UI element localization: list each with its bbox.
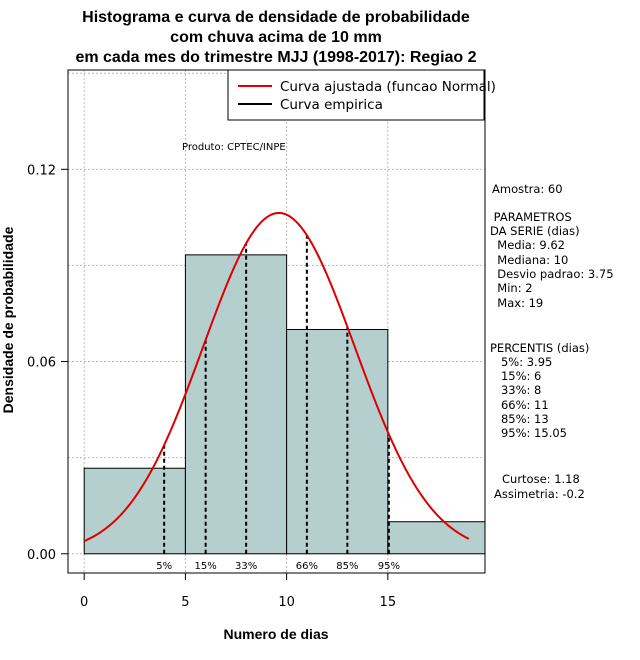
histogram-bar: [286, 329, 389, 555]
percentile-line: 95%: 15.05: [490, 426, 567, 440]
histogram-bars: [83, 254, 486, 555]
histogram-bar: [387, 521, 486, 555]
title-line-2: com chuva acima de 10 mm: [170, 29, 382, 46]
side-statistics: Amostra: 60 PARAMETROS DA SERIE (dias) M…: [490, 182, 614, 501]
percentile-line: PERCENTIS (dias): [490, 341, 589, 355]
y-tick-label: 0.00: [27, 548, 56, 563]
legend-box: [227, 69, 485, 121]
percentile-label: 33%: [235, 561, 257, 572]
sample-size: Amostra: 60: [492, 182, 563, 196]
kurtosis: Curtose: 1.18: [502, 472, 580, 486]
legend-fitted-label: Curva ajustada (funcao Normal): [280, 79, 496, 95]
percentile-label: 66%: [296, 561, 318, 572]
histogram-bar: [83, 467, 186, 555]
params-line: Max: 19: [490, 296, 543, 310]
legend-empirical-label: Curva empirica: [280, 97, 383, 113]
percentile-line: 33%: 8: [490, 383, 541, 397]
percentile-line: 85%: 13: [490, 412, 549, 426]
skewness: Assimetria: -0.2: [494, 487, 585, 501]
fitted-normal-curve: [83, 211, 470, 543]
percentile-label: 5%: [156, 561, 172, 572]
params-line: DA SERIE (dias): [490, 224, 580, 238]
y-axis: 0.00 0.06 0.12: [27, 163, 69, 563]
chart-title: Histograma e curva de densidade de proba…: [75, 9, 476, 66]
fitted-curve: [83, 211, 470, 543]
x-tick-label: 5: [181, 595, 189, 610]
params-line: Mediana: 10: [490, 253, 568, 267]
params-line: PARAMETROS: [490, 210, 572, 224]
percentile-line: 5%: 3.95: [490, 355, 552, 369]
histogram-bar: [184, 254, 288, 555]
y-tick-label: 0.06: [27, 356, 56, 371]
percentile-lines: 5% 15% 33% 66% 85% 95%: [156, 235, 400, 572]
params-line: Desvio padrao: 3.75: [490, 267, 614, 281]
params-line: Media: 9.62: [490, 238, 565, 252]
x-tick-label: 10: [278, 595, 295, 610]
x-axis-title: Numero de dias: [223, 626, 328, 642]
percentile-line: 15%: 6: [490, 369, 541, 383]
percentile-line: 66%: 11: [490, 398, 549, 412]
legend: Curva ajustada (funcao Normal) Curva emp…: [227, 69, 496, 121]
percentile-label: 95%: [378, 561, 400, 572]
product-label: Produto: CPTEC/INPE: [182, 142, 286, 153]
percentile-label: 85%: [336, 561, 358, 572]
y-tick-label: 0.12: [27, 163, 56, 178]
params-line: Min: 2: [490, 281, 533, 295]
x-tick-label: 15: [380, 595, 397, 610]
x-tick-label: 0: [80, 595, 88, 610]
y-axis-title: Densidade de probabilidade: [0, 226, 16, 413]
title-line-3: em cada mes do trimestre MJJ (1998-2017)…: [75, 49, 476, 66]
percentile-label: 15%: [195, 561, 217, 572]
title-line-1: Histograma e curva de densidade de proba…: [82, 9, 470, 26]
x-axis: 0 5 10 15: [80, 572, 397, 610]
